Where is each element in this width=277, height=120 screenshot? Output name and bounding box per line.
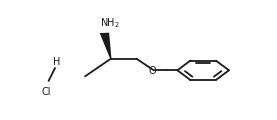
Text: Cl: Cl xyxy=(41,87,51,97)
Text: NH$_2$: NH$_2$ xyxy=(100,16,120,30)
Text: H: H xyxy=(53,57,61,67)
Text: O: O xyxy=(149,66,157,76)
Polygon shape xyxy=(100,33,111,59)
